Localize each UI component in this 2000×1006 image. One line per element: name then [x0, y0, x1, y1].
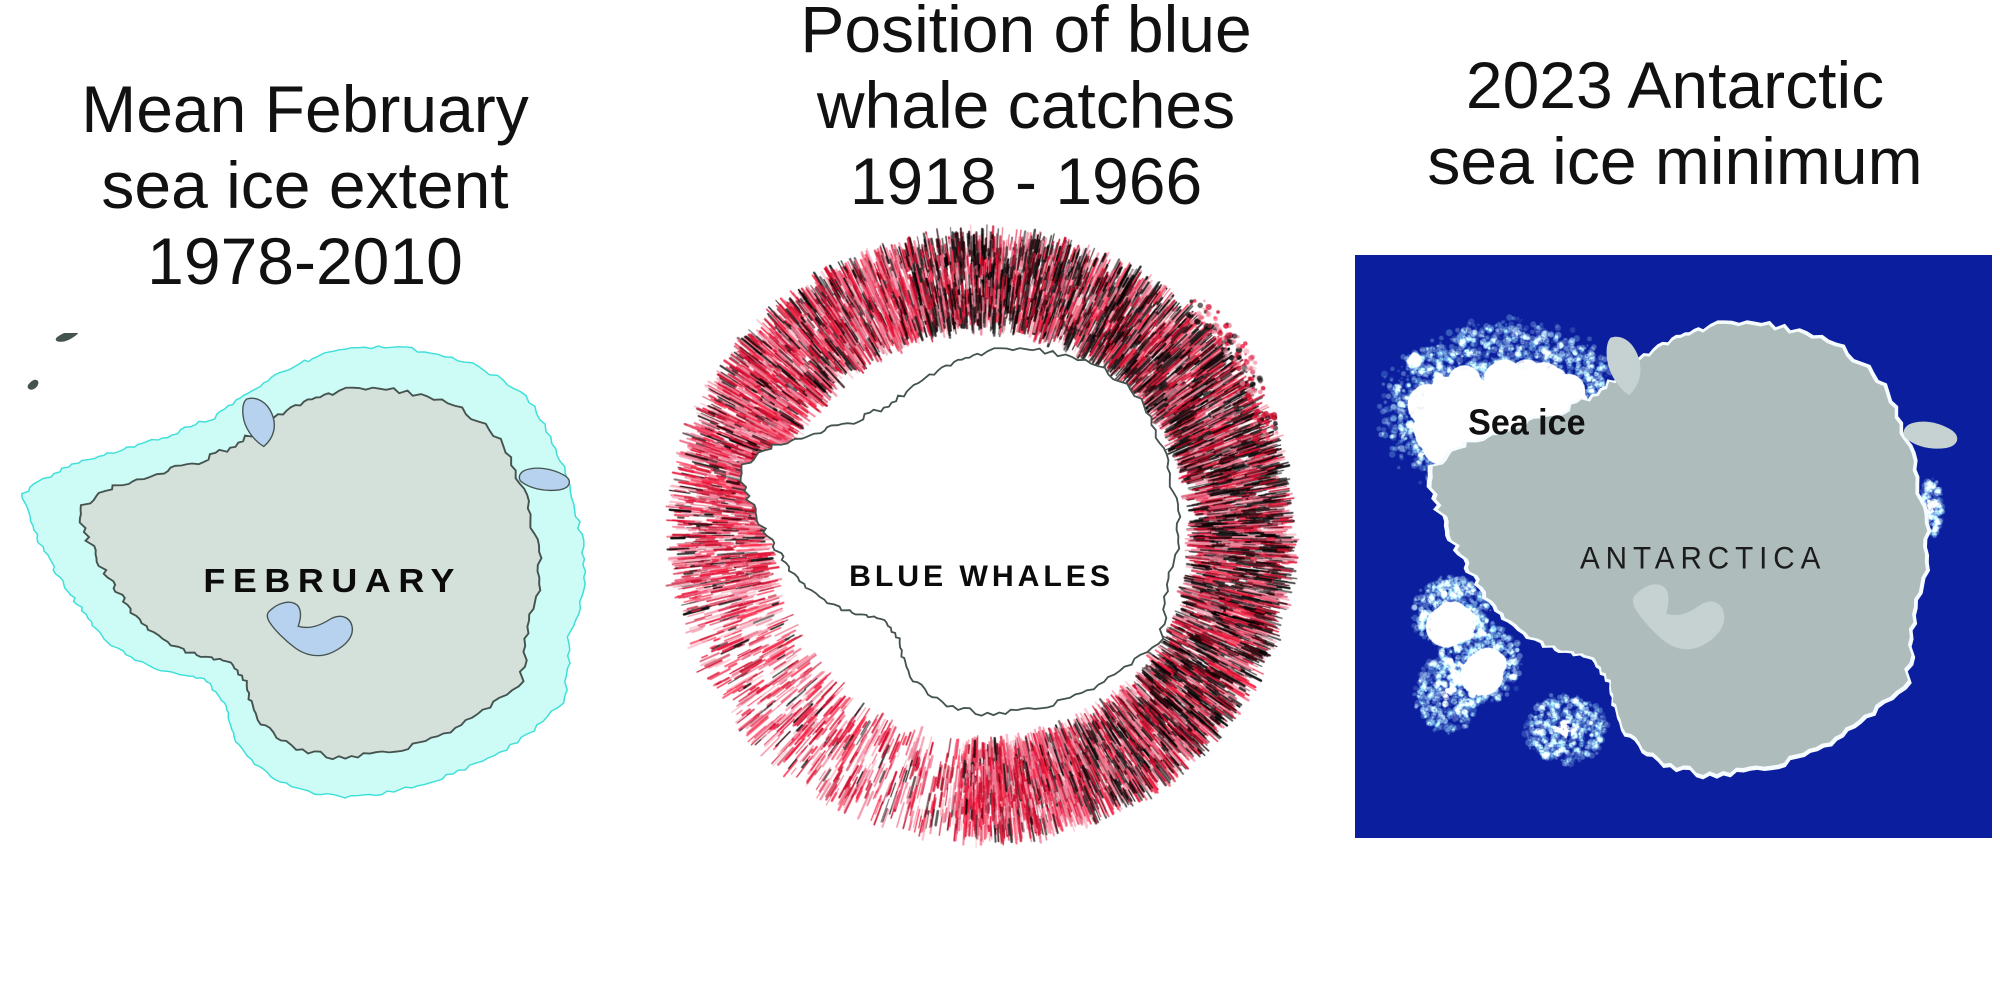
- svg-text:Sea ice: Sea ice: [1468, 403, 1585, 443]
- svg-text:ANTARCTICA: ANTARCTICA: [1580, 541, 1826, 576]
- svg-text:BLUE WHALES: BLUE WHALES: [849, 560, 1114, 593]
- svg-text:FEBRUARY: FEBRUARY: [203, 562, 462, 600]
